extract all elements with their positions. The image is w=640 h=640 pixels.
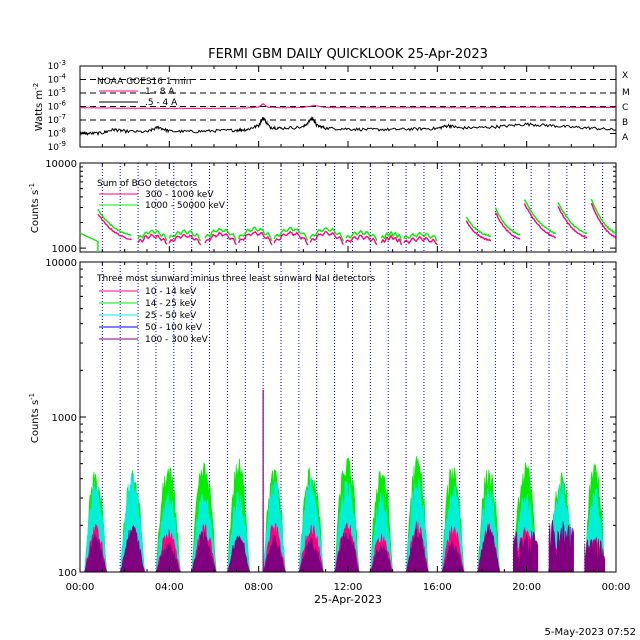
- bgo-series-line: [137, 229, 168, 242]
- bgo-series-line: [380, 231, 402, 242]
- bgo-series-line: [465, 216, 492, 238]
- bgo-series-line: [137, 233, 168, 245]
- nai-series-burst: [548, 519, 574, 573]
- bgo-series-line: [273, 230, 309, 246]
- legend-title: Sum of BGO detectors: [97, 179, 198, 189]
- y-axis-label: Counts s-1: [28, 183, 41, 233]
- nai-series-burst: [441, 541, 465, 573]
- bgo-series-line: [168, 229, 202, 242]
- bgo-series-line: [557, 201, 588, 235]
- flare-class-label: C: [622, 103, 628, 113]
- bgo-series-line: [494, 207, 521, 236]
- flare-class-label: M: [622, 88, 630, 98]
- nai-series-burst: [369, 544, 394, 573]
- bgo-series-line: [97, 213, 132, 241]
- y-axis-label: Watts m-2: [32, 83, 45, 131]
- flare-class-label: X: [622, 71, 628, 81]
- legend-title: NOAA GOES16 1 min: [97, 77, 191, 87]
- legend-label: 1 - 8 A: [145, 87, 175, 97]
- flare-class-label: A: [622, 133, 629, 143]
- y-tick-label: 10-4: [48, 73, 67, 86]
- y-tick-label: 10-8: [48, 127, 66, 140]
- legend-label: 100 - 300 keV: [145, 335, 209, 345]
- y-tick-label: 10-7: [48, 113, 66, 126]
- nai-series-burst: [155, 541, 182, 573]
- bgo-series-line: [523, 203, 557, 239]
- legend-label: 300 - 1000 keV: [145, 190, 214, 200]
- nai-series-burst: [84, 534, 108, 573]
- nai-series-burst: [262, 535, 286, 573]
- x-tick-label: 12:00: [334, 582, 363, 593]
- x-tick-label: 20:00: [512, 582, 541, 593]
- bgo-series-line: [273, 226, 309, 241]
- bgo-series-line: [309, 227, 345, 242]
- bgo-series-line: [590, 198, 617, 235]
- y-tick-label: 10-9: [48, 140, 66, 153]
- legend-title: Three most sunward minus three least sun…: [96, 274, 375, 284]
- bgo-series-line: [204, 228, 237, 242]
- bgo-series-line: [494, 212, 521, 240]
- nai-series-burst: [405, 527, 429, 573]
- y-tick-label: 10-5: [48, 86, 66, 99]
- legend-label: 50 - 100 keV: [145, 323, 203, 333]
- x-tick-label: 00:00: [602, 582, 631, 593]
- flare-class-label: B: [622, 118, 628, 128]
- bgo-series-line: [309, 230, 344, 246]
- legend-label: 25 - 50 keV: [145, 311, 197, 321]
- y-tick-label: 10000: [45, 258, 77, 269]
- y-tick-label: 10-6: [48, 100, 67, 113]
- nai-series-burst: [477, 526, 501, 573]
- chart-title: FERMI GBM DAILY QUICKLOOK 25-Apr-2023: [208, 47, 488, 62]
- x-tick-label: 04:00: [155, 582, 184, 593]
- goes-series-line: [79, 116, 616, 137]
- legend-label: 10 - 14 keV: [145, 287, 197, 297]
- legend-label: 1000 - 50000 keV: [145, 201, 226, 211]
- y-tick-label: 10-3: [48, 59, 66, 72]
- bgo-series-line: [345, 229, 378, 241]
- y-tick-label: 1000: [52, 413, 77, 424]
- nai-series-burst: [119, 525, 146, 573]
- bgo-series-line: [168, 233, 202, 246]
- legend-label: .5 - 4 A: [145, 98, 178, 108]
- bgo-series-line: [523, 199, 557, 235]
- nai-series-burst: [298, 537, 324, 573]
- y-tick-label: 1000: [52, 244, 77, 255]
- bgo-series-line: [97, 208, 132, 237]
- nai-counts-panel: 10000 1000 100 Counts s-1 Three most sunward…: [28, 258, 630, 593]
- x-tick-label: 08:00: [244, 582, 273, 593]
- x-axis-label: 25-Apr-2023: [314, 593, 382, 606]
- y-tick-label: 10000: [45, 159, 77, 170]
- nai-series-burst: [226, 535, 251, 573]
- bgo-series-line: [403, 231, 438, 242]
- y-tick-label: 100: [58, 568, 77, 579]
- bgo-series-line: [237, 226, 273, 242]
- bgo-series-line: [79, 232, 99, 252]
- nai-series-burst: [584, 538, 606, 573]
- bgo-series-line: [204, 231, 237, 246]
- x-tick-label: 00:00: [66, 582, 95, 593]
- legend-label: 14 - 25 keV: [145, 299, 197, 309]
- x-tick-label: 16:00: [423, 582, 452, 593]
- bgo-series-line: [237, 231, 273, 246]
- nai-series-burst: [191, 531, 217, 573]
- goes-series-line: [79, 103, 617, 110]
- nai-series-burst: [513, 530, 539, 573]
- bgo-series-line: [590, 202, 617, 239]
- bgo-series-line: [403, 235, 438, 246]
- footer-timestamp: 5-May-2023 07:52: [544, 627, 636, 638]
- bgo-series-line: [345, 234, 378, 246]
- bgo-counts-panel: 10000 1000 Counts s-1 Sum of BGO detectors3…: [28, 159, 617, 255]
- bgo-series-line: [557, 205, 588, 239]
- nai-series-burst: [334, 532, 360, 573]
- y-axis-label: Counts s-1: [28, 393, 41, 443]
- bgo-series-line: [380, 234, 403, 246]
- bgo-series-line: [465, 220, 491, 242]
